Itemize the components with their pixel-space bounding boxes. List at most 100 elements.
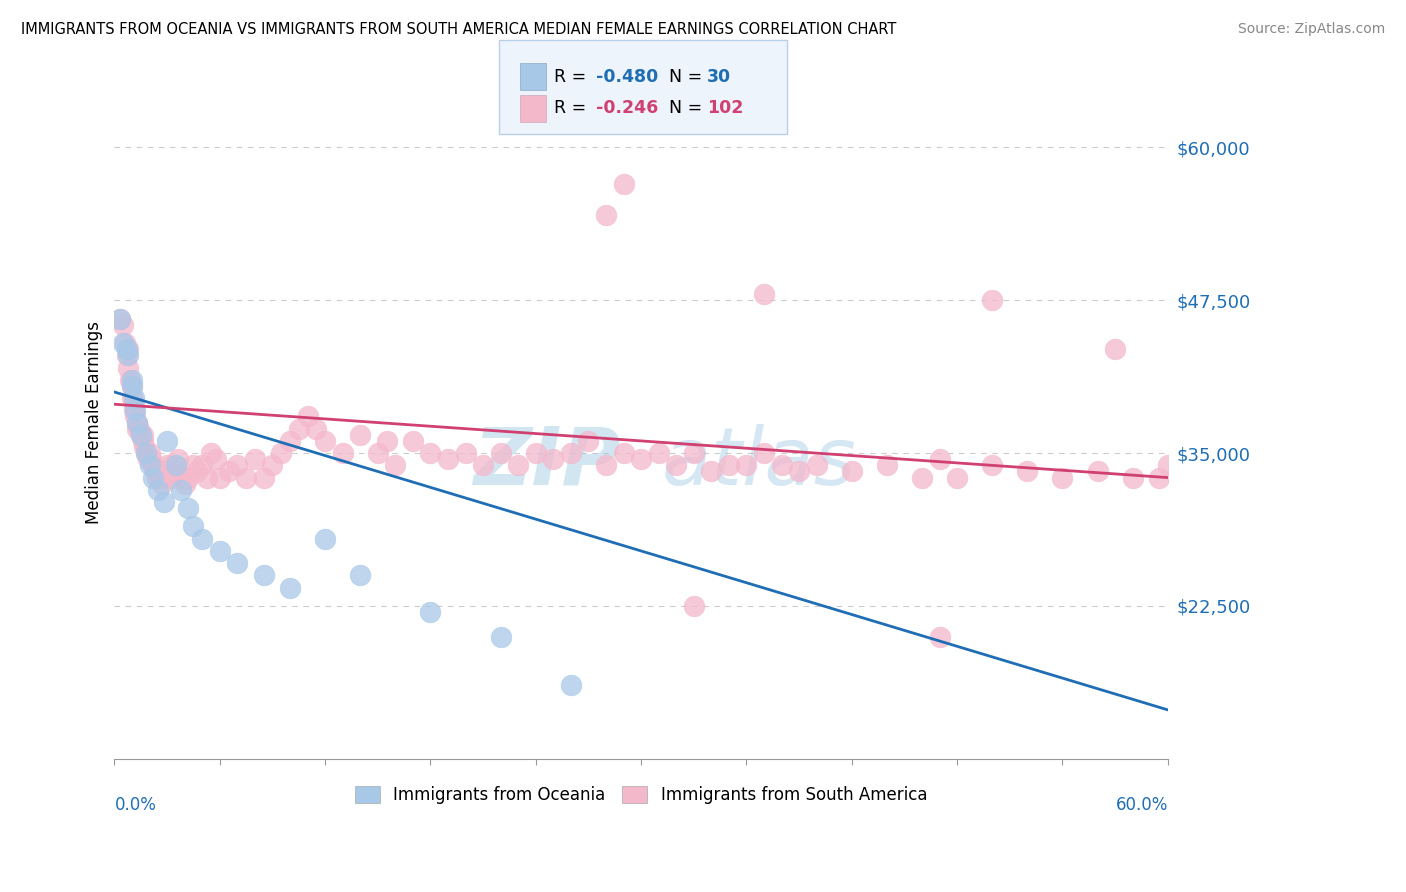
Point	[665, 458, 688, 473]
Point	[543, 452, 565, 467]
Text: 0.0%: 0.0%	[114, 796, 156, 814]
Point	[876, 458, 898, 473]
Point	[115, 342, 138, 356]
Point	[218, 465, 240, 479]
Point	[208, 544, 231, 558]
Point	[437, 452, 460, 467]
Point	[138, 458, 160, 473]
Point	[142, 458, 165, 473]
Point	[349, 568, 371, 582]
Text: R =: R =	[554, 99, 592, 117]
Point	[911, 470, 934, 484]
Text: 30: 30	[707, 68, 731, 86]
Point	[375, 434, 398, 448]
Point	[177, 501, 200, 516]
Point	[162, 458, 184, 473]
Point	[148, 483, 170, 497]
Point	[208, 470, 231, 484]
Text: N =: N =	[669, 99, 709, 117]
Point	[186, 465, 208, 479]
Point	[121, 373, 143, 387]
Point	[143, 465, 166, 479]
Point	[981, 458, 1004, 473]
Point	[472, 458, 495, 473]
Point	[928, 452, 950, 467]
Point	[752, 446, 775, 460]
Point	[489, 446, 512, 460]
Point	[135, 446, 157, 460]
Point	[682, 599, 704, 613]
Point	[647, 446, 669, 460]
Point	[120, 373, 142, 387]
Point	[524, 446, 547, 460]
Point	[508, 458, 530, 473]
Point	[129, 427, 152, 442]
Y-axis label: Median Female Earnings: Median Female Earnings	[86, 321, 103, 524]
Point	[122, 403, 145, 417]
Point	[183, 519, 205, 533]
Legend: Immigrants from Oceania, Immigrants from South America: Immigrants from Oceania, Immigrants from…	[349, 780, 934, 811]
Point	[112, 318, 135, 332]
Point	[226, 556, 249, 570]
Point	[278, 434, 301, 448]
Point	[1157, 458, 1180, 473]
Point	[112, 336, 135, 351]
Point	[682, 446, 704, 460]
Point	[128, 422, 150, 436]
Point	[253, 470, 276, 484]
Point	[332, 446, 354, 460]
Point	[454, 446, 477, 460]
Point	[138, 446, 160, 460]
Point	[129, 427, 152, 442]
Point	[1052, 470, 1074, 484]
Text: IMMIGRANTS FROM OCEANIA VS IMMIGRANTS FROM SOUTH AMERICA MEDIAN FEMALE EARNINGS : IMMIGRANTS FROM OCEANIA VS IMMIGRANTS FR…	[21, 22, 897, 37]
Point	[205, 452, 228, 467]
Point	[145, 470, 167, 484]
Point	[402, 434, 425, 448]
Point	[305, 422, 328, 436]
Point	[419, 605, 441, 619]
Point	[127, 416, 149, 430]
Point	[165, 458, 187, 473]
Point	[142, 470, 165, 484]
Point	[384, 458, 406, 473]
Point	[717, 458, 740, 473]
Point	[297, 409, 319, 424]
Point	[159, 470, 181, 484]
Point	[700, 465, 723, 479]
Point	[150, 476, 173, 491]
Point	[806, 458, 828, 473]
Point	[191, 532, 214, 546]
Point	[1017, 465, 1039, 479]
Point	[156, 434, 179, 448]
Text: N =: N =	[669, 68, 709, 86]
Point	[489, 630, 512, 644]
Point	[928, 630, 950, 644]
Point	[981, 293, 1004, 308]
Text: -0.246: -0.246	[596, 99, 658, 117]
Point	[752, 287, 775, 301]
Point	[270, 446, 292, 460]
Point	[108, 311, 131, 326]
Point	[612, 177, 634, 191]
Point	[148, 465, 170, 479]
Point	[287, 422, 309, 436]
Point	[278, 581, 301, 595]
Point	[135, 446, 157, 460]
Text: 60.0%: 60.0%	[1115, 796, 1168, 814]
Point	[121, 379, 143, 393]
Point	[124, 403, 146, 417]
Text: -0.480: -0.480	[596, 68, 658, 86]
Point	[117, 342, 139, 356]
Point	[183, 458, 205, 473]
Point	[1174, 470, 1197, 484]
Text: atlas: atlas	[662, 424, 856, 502]
Point	[191, 458, 214, 473]
Point	[262, 458, 284, 473]
Point	[114, 336, 136, 351]
Point	[1147, 470, 1170, 484]
Point	[770, 458, 793, 473]
Point	[735, 458, 758, 473]
Point	[165, 465, 187, 479]
Point	[117, 360, 139, 375]
